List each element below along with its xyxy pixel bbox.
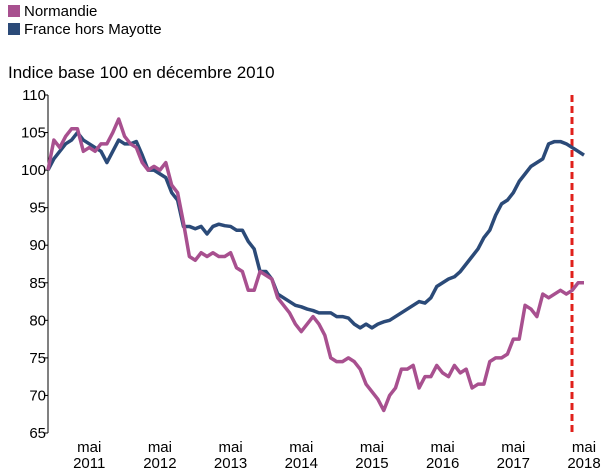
x-tick-label: mai 2015 xyxy=(355,439,388,472)
y-tick-label: 105 xyxy=(21,125,46,142)
legend-swatch xyxy=(8,23,20,35)
x-tick-label: mai 2013 xyxy=(214,439,247,472)
series-line xyxy=(46,117,584,413)
x-tick-label: mai 2016 xyxy=(426,439,459,472)
y-tick-label: 75 xyxy=(29,350,46,367)
x-tick-label: mai 2014 xyxy=(285,439,318,472)
legend-label: Normandie xyxy=(24,3,97,20)
series-line xyxy=(46,130,585,330)
y-tick-label: 100 xyxy=(21,162,46,179)
chart-subtitle: Indice base 100 en décembre 2010 xyxy=(8,63,275,82)
y-tick-label: 70 xyxy=(29,387,46,404)
y-tick-label: 90 xyxy=(29,237,46,254)
y-tick-label: 110 xyxy=(22,87,46,104)
x-tick-label: mai 2011 xyxy=(73,439,105,472)
y-tick-label: 85 xyxy=(29,275,46,292)
x-tick-label: mai 2012 xyxy=(143,439,176,472)
y-tick-label: 80 xyxy=(29,312,46,329)
y-tick-label: 65 xyxy=(29,425,46,442)
legend-label: France hors Mayotte xyxy=(24,21,162,38)
x-tick-label: mai 2017 xyxy=(497,439,530,472)
y-tick-label: 95 xyxy=(29,200,46,217)
x-tick-label: mai 2018 xyxy=(567,439,600,472)
legend-swatch xyxy=(8,5,20,17)
